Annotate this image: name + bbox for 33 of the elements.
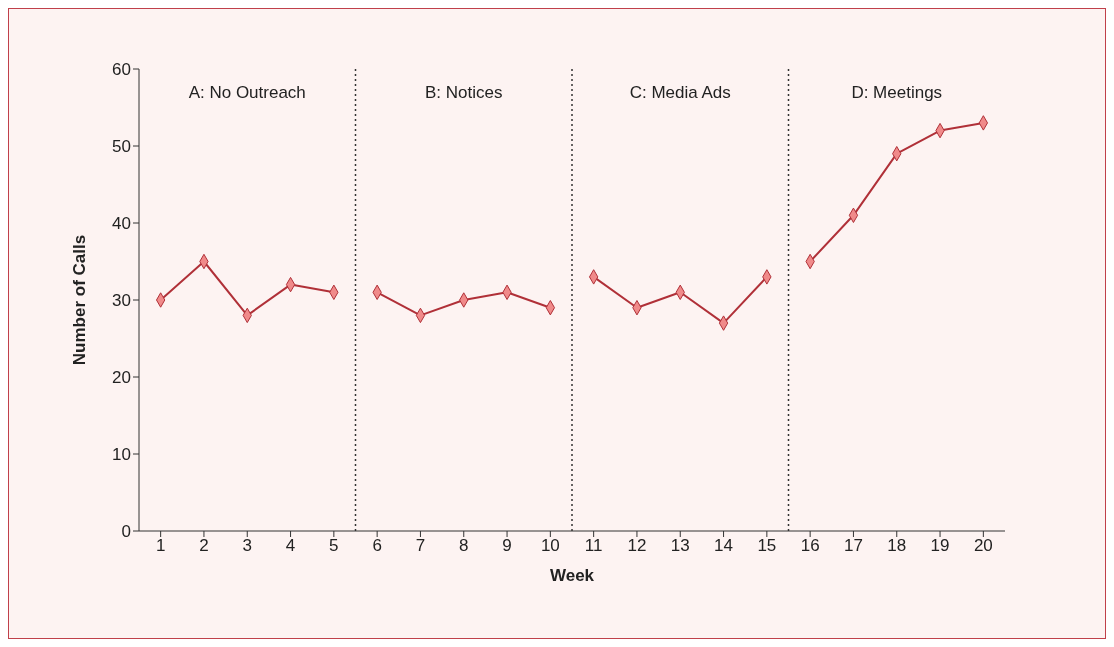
y-tick-label: 30 [112,291,131,311]
x-tick-label: 6 [372,536,382,556]
y-tick-label: 40 [112,214,131,234]
x-tick-label: 20 [973,536,993,556]
x-tick-label: 9 [502,536,512,556]
x-tick-label: 3 [242,536,252,556]
annotation: D: Meetings [851,83,943,103]
x-tick-label: 14 [714,536,734,556]
x-tick-label: 13 [670,536,690,556]
x-tick-label: 4 [285,536,296,556]
x-axis-title: Week [549,566,595,585]
x-tick-label: 15 [757,536,777,556]
x-tick-label: 19 [930,536,950,556]
x-tick-label: 17 [843,536,863,556]
x-tick-label: 2 [199,536,209,556]
x-tick-label: 12 [627,536,647,556]
y-tick-label: 0 [121,522,131,542]
y-tick-label: 20 [112,368,131,388]
x-tick-label: 1 [155,536,166,556]
y-tick-label: 10 [112,445,131,465]
x-tick-label: 7 [415,536,426,556]
x-tick-label: 16 [800,536,820,556]
x-tick-label: 10 [540,536,560,556]
x-tick-label: 18 [887,536,907,556]
annotation: B: Notices [425,83,503,103]
x-tick-label: 8 [459,536,469,556]
y-tick-label: 60 [112,60,131,80]
x-tick-label: 5 [329,536,339,556]
annotation: A: No Outreach [188,83,306,103]
y-tick-label: 50 [112,137,131,157]
y-axis-title: Number of Calls [70,234,90,366]
x-tick-label: 11 [584,536,603,556]
annotation: C: Media Ads [629,83,731,103]
